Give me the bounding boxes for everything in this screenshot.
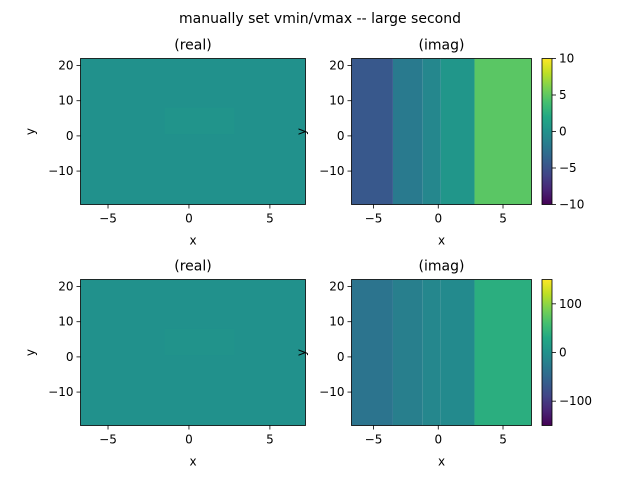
y-tick-label: 0 xyxy=(66,129,74,143)
y-tick-label: 0 xyxy=(66,350,74,364)
x-tick-label: 0 xyxy=(185,433,193,447)
heatmap-cell xyxy=(422,58,441,205)
heatmap-cell xyxy=(440,58,475,205)
y-tick-label: 20 xyxy=(58,59,73,73)
colorbar-tick-label: −100 xyxy=(559,394,592,408)
x-tick-label: 0 xyxy=(185,212,193,226)
y-tick-label: 20 xyxy=(58,280,73,294)
heatmap-cell xyxy=(392,58,423,205)
colorbar-tick-label: 0 xyxy=(559,125,567,139)
x-axis-label: x xyxy=(438,234,445,248)
y-tick-label: 10 xyxy=(329,315,344,329)
y-tick-label: 20 xyxy=(329,59,344,73)
y-tick-label: 10 xyxy=(58,94,73,108)
axes-frame xyxy=(351,279,532,426)
axes-frame xyxy=(351,58,532,205)
panel-title: (imag) xyxy=(419,38,465,54)
x-tick-label: −5 xyxy=(365,212,383,226)
y-axis-label: y xyxy=(295,128,309,135)
colorbar-tick-label: 0 xyxy=(559,346,567,360)
colorbar-tick-label: 5 xyxy=(559,88,567,102)
y-tick-label: −10 xyxy=(48,385,73,399)
heatmap-cell xyxy=(422,279,441,426)
panel-title: (real) xyxy=(174,38,211,54)
colorbar-tick-label: −5 xyxy=(559,161,577,175)
panel-title: (imag) xyxy=(419,259,465,275)
x-tick-label: 0 xyxy=(434,212,442,226)
x-tick-label: 0 xyxy=(434,433,442,447)
colorbar xyxy=(541,279,553,426)
panel-2: −5 0 5 −10 0 10 20 x y (imag) −10 −5 0 5 10 xyxy=(295,38,585,248)
colorbar-tick-label: 100 xyxy=(559,297,582,311)
heatmap-cell xyxy=(474,58,532,205)
x-axis-label: x xyxy=(189,455,196,469)
colorbar xyxy=(541,58,553,205)
colorbar-tick-label: −10 xyxy=(559,198,584,212)
axes-frame xyxy=(80,58,306,205)
colorbar-tick-label: 10 xyxy=(559,52,574,66)
x-tick-label: 5 xyxy=(266,433,274,447)
axes-frame xyxy=(80,279,306,426)
y-tick-label: 0 xyxy=(337,129,345,143)
heatmap-cell xyxy=(164,107,235,135)
x-axis-label: x xyxy=(438,455,445,469)
x-tick-label: −5 xyxy=(99,212,117,226)
heatmap-cell xyxy=(351,279,393,426)
y-axis-label: y xyxy=(24,128,38,135)
panel-1: −5 0 5 −10 0 10 20 x y (real) xyxy=(24,38,306,248)
y-tick-label: 0 xyxy=(337,350,345,364)
panel-3: −5 0 5 −10 0 10 20 x y (real) xyxy=(24,259,306,469)
y-tick-label: 20 xyxy=(329,280,344,294)
y-tick-label: −10 xyxy=(48,164,73,178)
x-tick-label: 5 xyxy=(266,212,274,226)
y-tick-label: −10 xyxy=(319,164,344,178)
heatmap-cell xyxy=(474,279,532,426)
y-tick-label: 10 xyxy=(58,315,73,329)
panel-title: (real) xyxy=(174,259,211,275)
y-tick-label: −10 xyxy=(319,385,344,399)
x-axis-label: x xyxy=(189,234,196,248)
x-tick-label: 5 xyxy=(499,212,507,226)
figure-title: manually set vmin/vmax -- large second xyxy=(179,11,461,27)
y-tick-label: 10 xyxy=(329,94,344,108)
heatmap-cell xyxy=(440,279,475,426)
y-axis-label: y xyxy=(295,349,309,356)
x-tick-label: 5 xyxy=(499,433,507,447)
x-tick-label: −5 xyxy=(99,433,117,447)
heatmap-cell xyxy=(351,58,393,205)
y-axis-label: y xyxy=(24,349,38,356)
heatmap-cell xyxy=(164,328,235,356)
x-tick-label: −5 xyxy=(365,433,383,447)
heatmap-cell xyxy=(392,279,423,426)
